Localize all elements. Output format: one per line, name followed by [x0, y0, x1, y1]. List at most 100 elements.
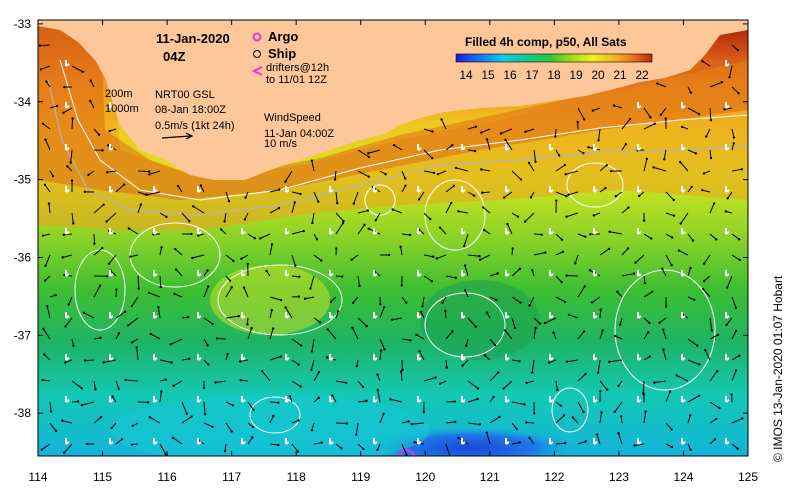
current-arrow: [173, 380, 183, 387]
current-arrow: [93, 416, 102, 424]
current-arrow-head: [164, 378, 168, 381]
wind-barb: [153, 354, 158, 361]
current-arrow: [71, 212, 74, 224]
current-arrow: [247, 328, 253, 340]
current-arrow-head: [99, 415, 103, 419]
current-arrow: [159, 443, 167, 455]
current-arrow: [93, 128, 100, 136]
current-arrow-head: [617, 432, 620, 435]
current-arrow: [393, 144, 403, 151]
current-arrow-head: [302, 229, 305, 233]
current-arrow-head: [417, 198, 421, 201]
current-arrow-head: [94, 388, 97, 391]
y-tick-label: -37: [14, 328, 32, 342]
current-arrow-head: [206, 285, 210, 288]
current-arrow-head: [662, 348, 665, 351]
current-arrow: [731, 296, 737, 308]
current-arrow: [181, 401, 188, 414]
current-arrow-head: [527, 161, 531, 165]
x-tick-label: 123: [609, 470, 629, 484]
current-arrow: [489, 272, 498, 277]
wind-barb: [417, 354, 422, 361]
current-arrow: [566, 359, 579, 363]
current-arrow-head: [361, 385, 365, 389]
current-arrow-head: [405, 453, 408, 456]
current-arrow-head: [211, 322, 214, 326]
current-arrow-head: [98, 284, 102, 287]
wind-barb: [329, 312, 334, 319]
current-arrow-head: [408, 233, 412, 237]
current-arrow: [445, 144, 453, 151]
current-arrow-head: [723, 108, 726, 111]
contour-eddy: [566, 162, 624, 208]
current-arrow-head: [560, 280, 563, 284]
wind-barb: [461, 396, 466, 403]
current-arrow-head: [191, 256, 194, 260]
current-arrow: [215, 380, 227, 384]
wind-scale: 10 m/s: [264, 138, 298, 150]
current-arrow: [621, 118, 631, 130]
current-arrow-head: [102, 203, 105, 206]
current-arrow-head: [599, 308, 602, 311]
current-arrow-head: [524, 421, 528, 424]
current-arrow-head: [557, 154, 561, 157]
current-arrow-head: [365, 399, 368, 403]
current-arrow: [225, 191, 230, 202]
current-arrow-head: [174, 268, 178, 271]
current-arrow-head: [496, 371, 500, 374]
current-arrow-head: [518, 441, 521, 444]
current-arrow: [269, 443, 279, 446]
current-arrow: [731, 168, 742, 172]
current-arrow-head: [445, 366, 448, 369]
current-arrow-head: [171, 436, 175, 440]
wind-barb: [461, 354, 466, 361]
wind-barb: [153, 270, 158, 277]
colorbar-title: Filled 4h comp, p50, All Sats: [465, 35, 627, 49]
wind-barb: [593, 312, 598, 319]
current-arrow: [709, 149, 712, 159]
current-arrow-head: [604, 186, 607, 190]
current-arrow-head: [272, 414, 275, 418]
wind-barb: [373, 270, 378, 277]
current-arrow-head: [642, 219, 646, 222]
current-arrow: [467, 254, 480, 257]
current-arrow: [93, 247, 103, 256]
wind-barb: [461, 270, 466, 277]
current-arrow-head: [605, 163, 608, 167]
map-date: 11-Jan-2020: [156, 31, 230, 46]
current-arrow-head: [504, 138, 507, 141]
current-arrow: [313, 254, 322, 261]
wind-barb: [681, 396, 686, 403]
current-arrow: [423, 275, 433, 282]
current-arrow: [731, 254, 740, 261]
current-arrow-head: [677, 249, 681, 252]
current-arrow-head: [642, 392, 646, 396]
current-arrow: [437, 170, 447, 175]
current-arrow-head: [493, 344, 497, 347]
wind-barb: [505, 354, 510, 361]
current-arrow: [225, 422, 233, 432]
wind-barb: [505, 144, 510, 151]
current-arrow-head: [718, 406, 721, 410]
current-arrow: [269, 207, 280, 214]
current-arrow-head: [472, 194, 476, 197]
colorbar-tick-label: 22: [635, 68, 649, 82]
current-arrow: [709, 317, 713, 331]
current-arrow: [310, 359, 315, 371]
current-arrow-head: [129, 255, 132, 258]
current-arrow-head: [523, 403, 526, 406]
current-arrow-head: [223, 449, 227, 453]
current-arrow: [467, 380, 479, 389]
current-arrow: [643, 107, 651, 118]
current-arrow: [479, 254, 491, 261]
current-arrow-head: [317, 396, 320, 400]
wind-barb: [549, 270, 554, 277]
current-arrow-head: [123, 310, 127, 314]
current-arrow: [615, 191, 623, 197]
current-arrow: [423, 254, 434, 258]
current-arrow: [665, 212, 675, 217]
wind-barb: [681, 144, 686, 151]
wind-barb: [593, 354, 598, 361]
current-arrow-head: [331, 394, 334, 397]
current-arrow-head: [534, 160, 537, 163]
